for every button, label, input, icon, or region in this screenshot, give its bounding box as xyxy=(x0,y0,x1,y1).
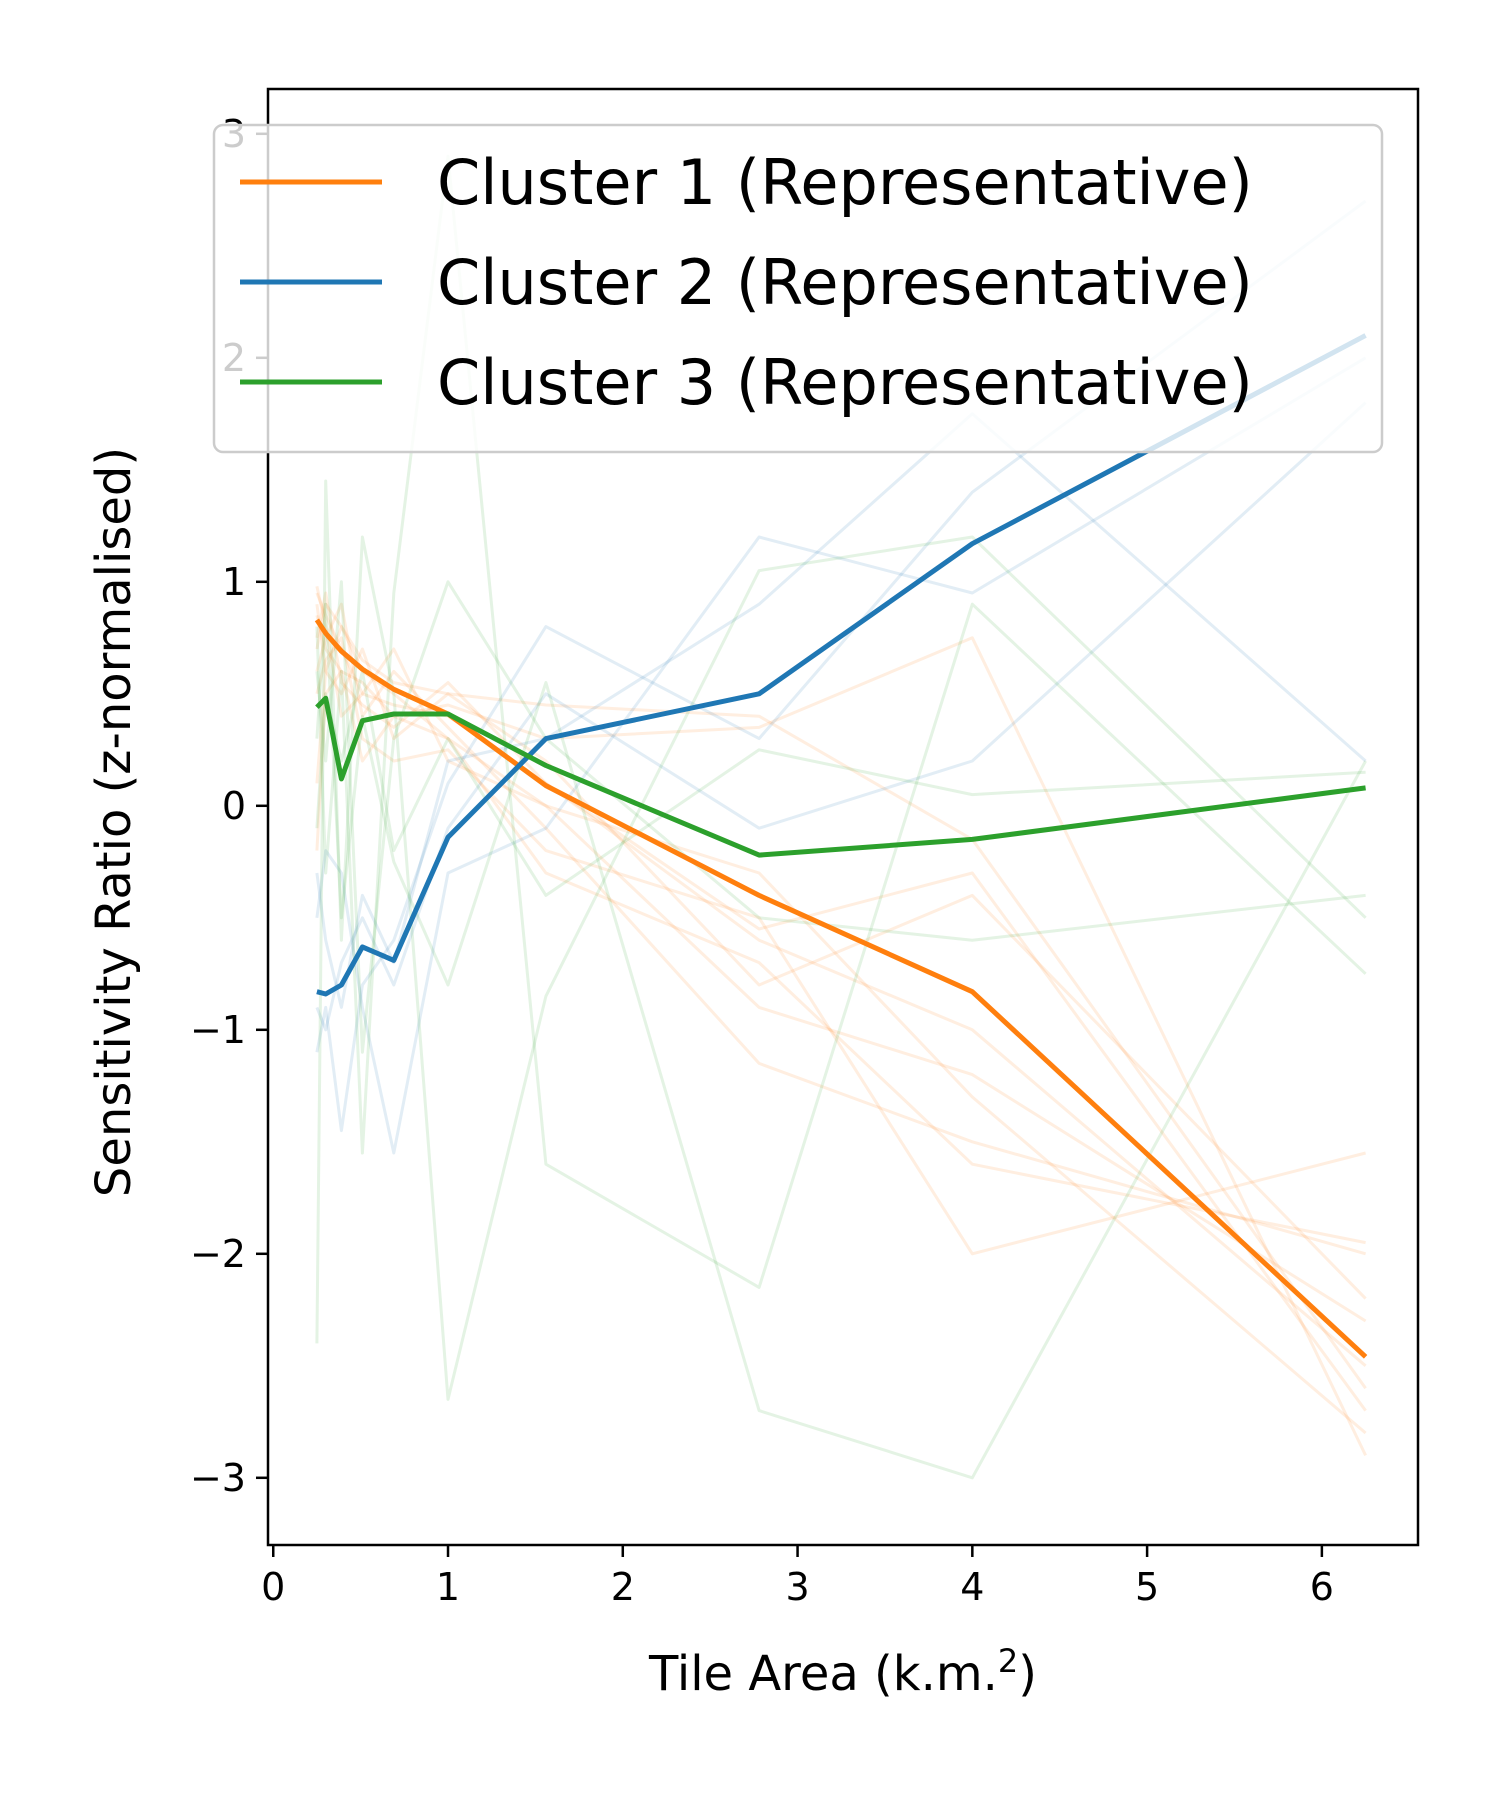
x-tick-label: 2 xyxy=(611,1565,635,1609)
plot-frame xyxy=(266,87,1420,1547)
background-series-line-18 xyxy=(315,580,1366,1054)
background-series-line-14 xyxy=(315,412,1367,1009)
background-series-line-12 xyxy=(315,356,1367,1155)
background-series-line-17 xyxy=(315,602,1367,1480)
x-tick-label: 0 xyxy=(261,1565,285,1609)
background-series-line-15 xyxy=(315,479,1367,1401)
x-tick-label: 4 xyxy=(960,1565,984,1609)
x-axis-label-end: ) xyxy=(1018,1646,1037,1702)
legend: Cluster 1 (Representative) Cluster 2 (Rep… xyxy=(212,123,1384,454)
legend-label-cluster-1: Cluster 1 (Representative) xyxy=(437,146,1253,219)
y-tick-label: −2 xyxy=(190,1232,246,1276)
legend-label-cluster-3: Cluster 3 (Representative) xyxy=(437,346,1253,419)
x-axis-label: Tile Area (k.m.2) xyxy=(648,1642,1037,1702)
background-series-group xyxy=(315,154,1367,1480)
cluster-2-line xyxy=(316,333,1367,997)
x-tick-label: 1 xyxy=(436,1565,460,1609)
background-series-line-9 xyxy=(315,669,1366,1245)
y-tick-label: −3 xyxy=(190,1456,246,1500)
x-tick-label: 6 xyxy=(1310,1565,1334,1609)
x-tick-label: 5 xyxy=(1135,1565,1159,1609)
background-series-line-11 xyxy=(315,199,1367,1133)
legend-label-cluster-2: Cluster 2 (Representative) xyxy=(437,246,1253,319)
y-tick-label: −1 xyxy=(190,1008,246,1052)
representative-series-group xyxy=(314,333,1368,1359)
background-series-line-10 xyxy=(315,591,1367,1412)
background-series-line-1 xyxy=(315,592,1367,1367)
y-tick-label: 1 xyxy=(222,560,246,604)
x-axis-label-main: Tile Area (k.m. xyxy=(648,1646,998,1702)
y-axis-label: Sensitivity Ratio (z-normalised) xyxy=(86,447,142,1197)
x-axis: 0 1 2 3 4 5 6 xyxy=(261,1545,1334,1609)
background-series-line-6 xyxy=(315,636,1366,1256)
legend-box xyxy=(212,123,1384,454)
x-axis-label-superscript: 2 xyxy=(998,1642,1018,1680)
background-series-line-7 xyxy=(315,625,1367,1390)
background-series-line-5 xyxy=(315,615,1367,1457)
y-tick-label: 0 xyxy=(222,784,246,828)
cluster-3-line xyxy=(315,695,1366,858)
background-series-line-13 xyxy=(315,401,1367,1032)
x-tick-label: 3 xyxy=(785,1565,809,1609)
cluster-1-line xyxy=(314,618,1368,1359)
background-series-line-8 xyxy=(315,585,1367,1323)
